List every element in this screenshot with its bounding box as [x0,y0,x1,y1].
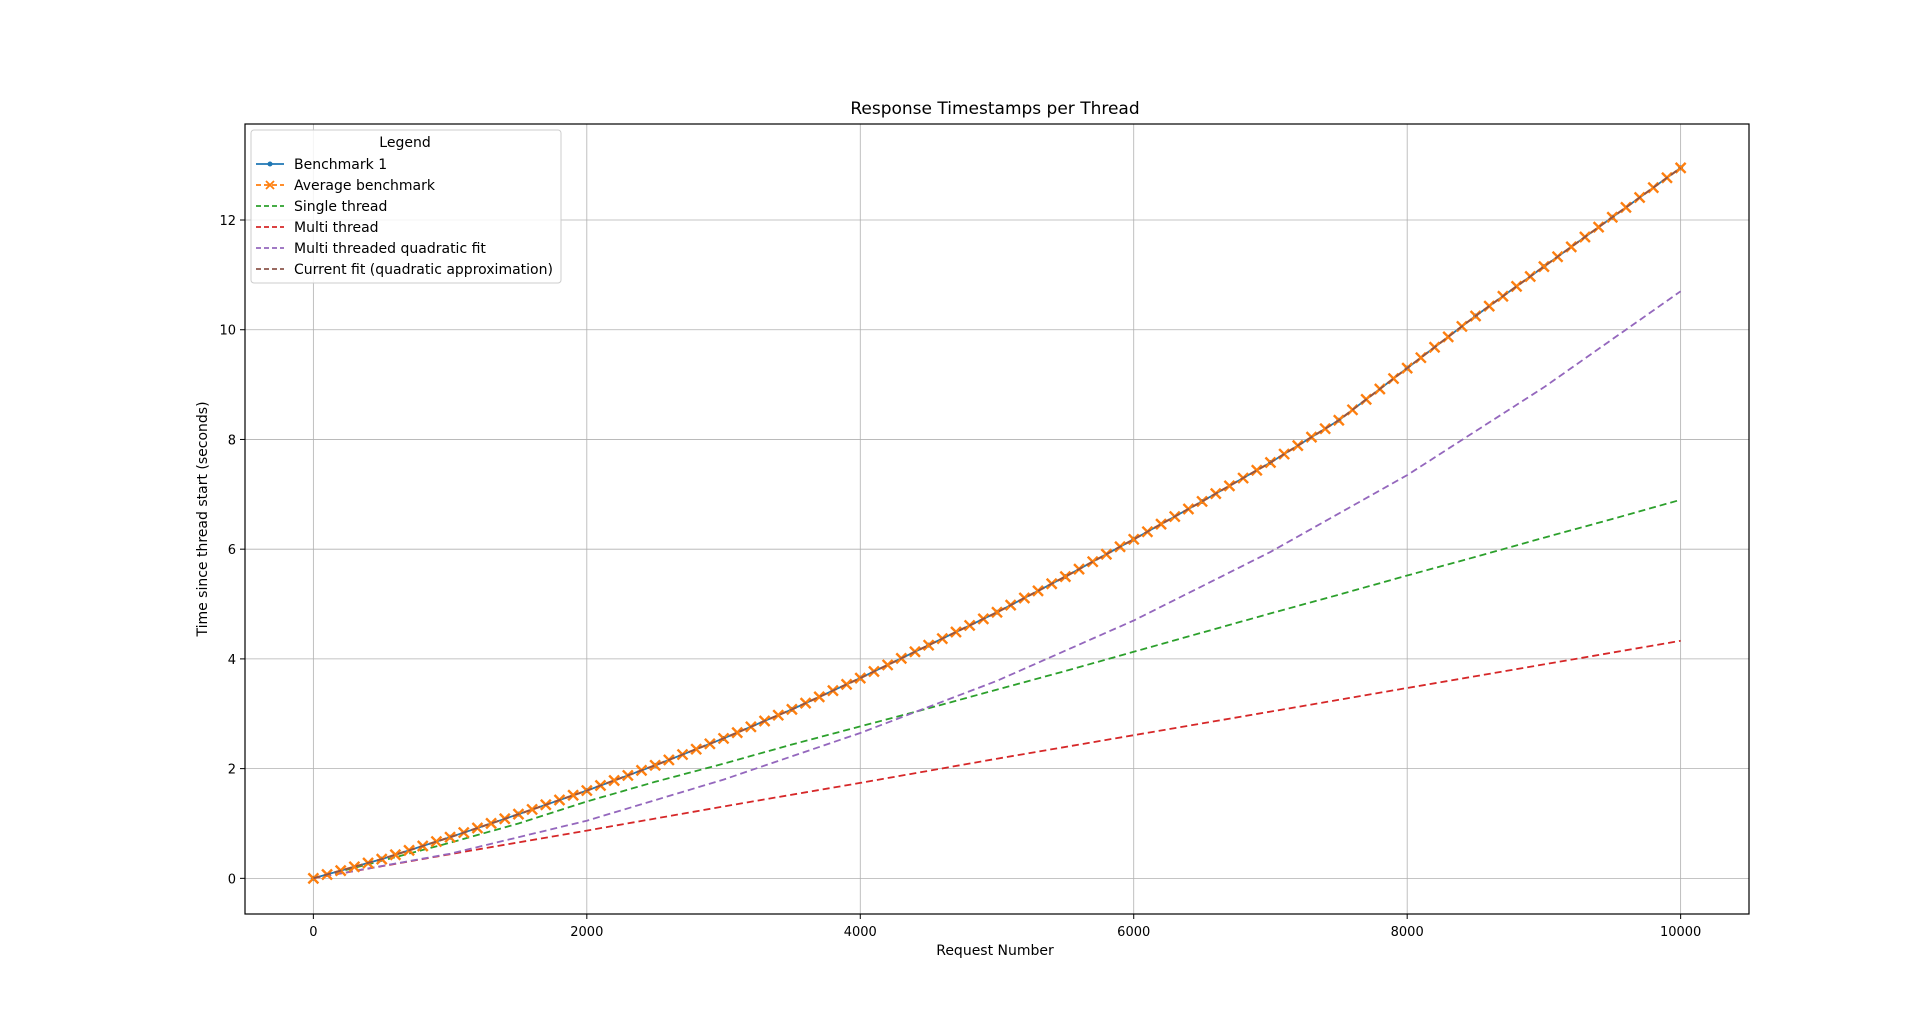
legend-label: Benchmark 1 [294,157,387,173]
data-point [444,831,456,844]
y-axis-label: Time since thread start (seconds) [195,401,211,637]
legend-marker [267,161,273,167]
data-point [567,789,579,802]
y-tick-label: 2 [228,763,236,778]
data-point [526,803,538,816]
data-point [485,817,497,830]
series-multi-thread [313,639,1681,880]
data-point [731,726,744,739]
data-point [1127,533,1140,546]
data-point [1196,495,1208,508]
series-single-thread [313,498,1681,880]
axes-frame [244,123,1750,915]
series-line [313,498,1681,880]
legend-items: Benchmark 1 Average benchmark Single threa… [256,157,553,278]
y-tick-label: 0 [228,872,236,887]
x-tick-label: 0 [309,925,317,940]
legend-item-single-thread: Single thread [256,199,387,215]
legend: Legend Benchmark 1 Average benchmark Singl… [250,129,562,284]
legend-label: Average benchmark [294,178,436,194]
y-tick-label: 4 [228,653,236,668]
x-axis-label: Request Number [936,943,1054,959]
data-point [1086,555,1099,568]
y-tick-label: 10 [219,324,236,339]
series-line [313,167,1682,880]
series-multi-threaded-quadratic-fit [313,290,1682,880]
data-point [1250,464,1263,477]
data-point [922,639,935,652]
legend-label: Multi threaded quadratic fit [294,241,486,257]
data-point [772,709,785,722]
data-point [813,691,826,703]
data-point [950,626,962,638]
legend-item-multi-thread: Multi thread [256,220,379,236]
chart-title: Response Timestamps per Thread [850,99,1139,119]
data-point [881,659,894,671]
legend-box [250,129,562,284]
y-tick-label: 6 [228,543,236,558]
x-tick-label: 8000 [1391,925,1424,940]
y-tick-label: 8 [228,433,236,448]
legend-label: Single thread [294,199,387,215]
legend-title: Legend [379,135,430,151]
data-point [608,774,621,787]
legend-label: Multi thread [294,220,379,236]
grid [245,124,1749,914]
data-point [1674,162,1687,174]
legend-marker [265,180,275,190]
y-tick-label: 12 [219,214,236,229]
data-point [1223,480,1236,492]
data-point [991,606,1003,619]
plot-area [307,162,1687,885]
data-point [1155,518,1167,531]
x-tick-label: 4000 [844,925,877,940]
data-point [649,759,662,772]
data-point [389,848,402,861]
legend-item-multi-threaded-quadratic-fit: Multi threaded quadratic fit [256,241,486,257]
data-point [690,743,703,756]
series-line [313,290,1682,880]
legend-item-benchmark-1: Benchmark 1 [256,157,387,173]
data-point [430,835,443,848]
x-axis: 0 2000 4000 6000 8000 10000 [309,914,1701,940]
data-point [1059,570,1072,583]
x-tick-label: 6000 [1117,925,1150,940]
legend-label: Current fit (quadratic approximation) [294,262,553,278]
legend-item-average-benchmark: Average benchmark [256,178,436,194]
x-tick-label: 2000 [570,925,603,940]
series-line [313,639,1681,880]
data-point [348,860,361,873]
data-point [1319,422,1331,435]
legend-item-current-fit-quadratic-approximation: Current fit (quadratic approximation) [256,262,553,278]
series-current-fit-quadratic-approximation [313,167,1682,880]
y-axis: 0 2 4 6 8 10 12 [219,214,245,887]
data-point [307,872,320,885]
x-tick-label: 10000 [1660,925,1701,940]
